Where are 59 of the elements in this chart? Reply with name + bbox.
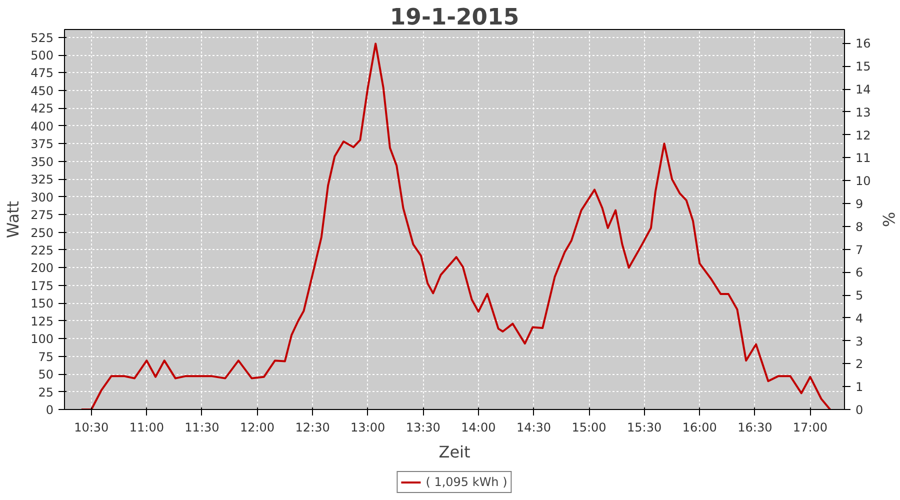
- legend-label: ( 1,095 kWh ): [426, 475, 508, 489]
- y-tick-label: 450: [30, 84, 54, 98]
- y2-tick-label: 7: [856, 242, 864, 257]
- y-tick-label: 400: [30, 119, 54, 134]
- y2-tick-label: 0: [856, 403, 864, 417]
- y-tick-label: 200: [30, 261, 54, 276]
- x-tick-label: 12:00: [240, 420, 275, 434]
- x-tick-label: 16:30: [738, 420, 772, 434]
- y-tick-label: 525: [30, 30, 54, 45]
- y2-tick-label: 11: [856, 151, 871, 166]
- y-tick-label: 325: [30, 172, 54, 187]
- y-tick-label: 225: [30, 243, 54, 258]
- x-tick-label: 11:00: [129, 420, 164, 434]
- y2-tick-label: 16: [856, 36, 871, 51]
- y2-tick-label: 13: [856, 105, 871, 120]
- y-tick-label: 275: [30, 208, 54, 222]
- x-tick-label: 13:00: [350, 420, 386, 434]
- x-tick-label: 16:00: [682, 420, 717, 434]
- y2-tick-label: 3: [856, 334, 864, 348]
- y2-tick-label: 15: [856, 60, 871, 74]
- x-tick-label: 13:30: [406, 420, 440, 434]
- y2-tick-label: 1: [856, 380, 864, 394]
- y-tick-label: 300: [30, 190, 54, 204]
- y2-axis-title: %: [878, 212, 898, 228]
- y2-tick-label: 5: [856, 288, 864, 303]
- y-tick-label: 175: [30, 278, 54, 293]
- x-tick-label: 14:30: [516, 420, 552, 434]
- line-series: [80, 42, 832, 410]
- y2-tick-label: 4: [856, 311, 864, 326]
- x-tick-label: 15:30: [627, 420, 662, 434]
- y-tick-label: 475: [30, 66, 54, 80]
- y-tick-label: 50: [38, 368, 54, 382]
- x-tick-label: 12:30: [295, 420, 330, 434]
- y2-tick-label: 10: [856, 174, 871, 188]
- y2-tick-label: 2: [856, 357, 864, 372]
- x-tick-label: 14:00: [461, 420, 496, 434]
- chart-title: 19-1-2015: [390, 4, 520, 30]
- y2-tick-label: 12: [856, 128, 871, 142]
- y-tick-label: 375: [30, 137, 54, 152]
- y2-tick-label: 9: [856, 196, 864, 211]
- y-tick-label: 100: [30, 332, 54, 346]
- y-tick-label: 150: [30, 296, 54, 311]
- y2-tick-label: 8: [856, 220, 864, 234]
- y-tick-label: 125: [30, 314, 54, 328]
- y-tick-label: 0: [46, 403, 54, 417]
- y-tick-label: 500: [30, 48, 54, 63]
- x-axis-title: Zeit: [438, 442, 470, 462]
- x-tick-label: 17:00: [792, 420, 828, 434]
- y2-tick-label: 6: [856, 266, 864, 280]
- y-tick-label: 25: [38, 385, 54, 400]
- y2-tick-label: 14: [856, 82, 871, 97]
- x-tick-label: 11:30: [184, 420, 220, 434]
- y-tick-label: 250: [30, 226, 54, 240]
- y-axis-title: Watt: [4, 200, 23, 238]
- y-tick-label: 350: [30, 154, 54, 169]
- x-tick-label: 10:30: [74, 420, 109, 434]
- x-tick-label: 15:00: [572, 420, 606, 434]
- y-tick-label: 75: [38, 350, 54, 364]
- y-tick-label: 425: [30, 102, 54, 116]
